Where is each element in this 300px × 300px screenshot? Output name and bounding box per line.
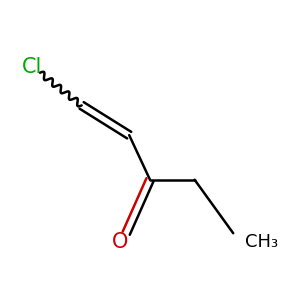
Text: Cl: Cl: [22, 57, 43, 77]
Text: CH₃: CH₃: [245, 233, 278, 251]
Text: O: O: [112, 232, 128, 252]
